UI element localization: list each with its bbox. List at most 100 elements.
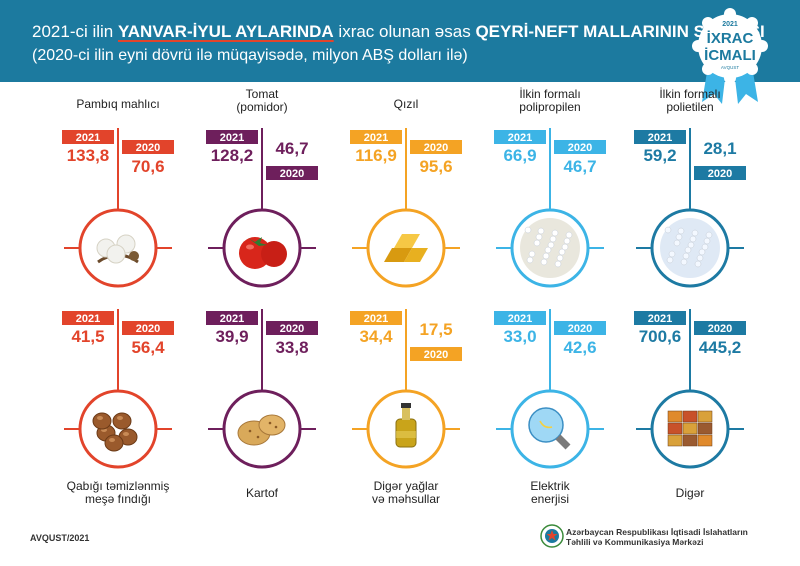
year-label-2021: 2021 xyxy=(508,132,532,144)
year-label-2020: 2020 xyxy=(568,323,592,335)
year-tag-2021 xyxy=(494,311,546,325)
value-2021: 116,9 xyxy=(355,146,397,165)
item-label: İlkin formalı xyxy=(519,87,580,101)
year-tag-2021 xyxy=(206,130,258,144)
chart-title: 2021-ci ilin YANVAR-İYUL AYLARINDA ixrac… xyxy=(32,22,765,41)
badge-month: AVQUST xyxy=(721,65,739,70)
icon-ring xyxy=(78,389,158,469)
item-3: 2021 66,9 2020 46,7 İlkin formalıpolipropile… xyxy=(494,87,606,288)
potato-icon xyxy=(237,414,286,446)
value-2020: 33,8 xyxy=(275,338,308,357)
value-2020: 70,6 xyxy=(131,157,164,176)
light-bulb-icon xyxy=(528,407,571,450)
item-0: 2021 133,8 2020 70,6 Pambıq mahlıcı xyxy=(62,97,174,288)
year-label-2020: 2020 xyxy=(280,323,304,335)
value-2021: 700,6 xyxy=(639,327,682,346)
badge-line1: İXRAC xyxy=(707,30,754,47)
footer-date-code: AVQUST/2021 xyxy=(30,533,90,543)
badge-year: 2021 xyxy=(722,21,738,28)
item-label: meşə fındığı xyxy=(85,492,151,506)
item-label: Digər xyxy=(676,486,705,500)
value-2020: 42,6 xyxy=(563,338,596,357)
emblem-icon xyxy=(540,524,564,548)
year-tag-2020 xyxy=(694,166,746,180)
year-tag-2021 xyxy=(350,130,402,144)
year-label-2021: 2021 xyxy=(648,313,672,325)
value-2021: 39,9 xyxy=(215,327,248,346)
item-label: Elektrik xyxy=(530,479,570,493)
value-2021: 128,2 xyxy=(211,146,254,165)
item-label: Tomat xyxy=(246,87,279,101)
polyethylene-icon xyxy=(660,218,720,278)
year-label-2020: 2020 xyxy=(708,323,732,335)
year-label-2020: 2020 xyxy=(568,142,592,154)
year-tag-2020 xyxy=(410,347,462,361)
year-tag-2021 xyxy=(634,311,686,325)
year-tag-2021 xyxy=(62,311,114,325)
badge-seal-icon: 2021 İXRAC İCMALI AVQUST xyxy=(692,8,768,104)
value-2021: 66,9 xyxy=(503,146,536,165)
year-tag-2020 xyxy=(122,321,174,335)
value-2020: 17,5 xyxy=(419,320,452,339)
value-2021: 33,0 xyxy=(503,327,536,346)
polypropylene-icon xyxy=(520,218,580,278)
item-label: (pomidor) xyxy=(236,100,287,114)
value-2021: 41,5 xyxy=(71,327,104,346)
item-label: Digər yağlar xyxy=(374,479,439,493)
year-label-2021: 2021 xyxy=(648,132,672,144)
value-2020: 95,6 xyxy=(419,157,452,176)
hazelnut-icon xyxy=(92,412,138,452)
year-label-2020: 2020 xyxy=(708,168,732,180)
value-2021: 133,8 xyxy=(67,146,110,165)
value-2020: 56,4 xyxy=(131,338,165,357)
year-tag-2020 xyxy=(122,140,174,154)
value-2021: 59,2 xyxy=(643,146,676,165)
year-tag-2020 xyxy=(694,321,746,335)
year-label-2021: 2021 xyxy=(364,132,388,144)
cotton-icon xyxy=(96,234,139,264)
gold-icon xyxy=(384,234,428,262)
year-tag-2021 xyxy=(350,311,402,325)
value-2020: 46,7 xyxy=(275,139,308,158)
year-label-2021: 2021 xyxy=(220,313,244,325)
item-label: enerjisi xyxy=(531,492,569,506)
year-label-2020: 2020 xyxy=(424,349,448,361)
containers-icon xyxy=(667,410,713,447)
year-tag-2020 xyxy=(554,140,606,154)
item-label: Qabığı təmizlənmiş xyxy=(67,479,170,493)
year-label-2021: 2021 xyxy=(508,313,532,325)
year-label-2020: 2020 xyxy=(136,323,160,335)
year-tag-2020 xyxy=(266,166,318,180)
year-tag-2020 xyxy=(266,321,318,335)
year-label-2021: 2021 xyxy=(76,313,100,325)
year-label-2021: 2021 xyxy=(220,132,244,144)
year-tag-2020 xyxy=(554,321,606,335)
item-label: polietilen xyxy=(666,100,713,114)
tomato-icon xyxy=(239,237,287,269)
year-tag-2021 xyxy=(494,130,546,144)
header-banner: 2021-ci ilin YANVAR-İYUL AYLARINDA ixrac… xyxy=(0,0,800,82)
item-1: 2021 128,2 2020 46,7 Tomat(pomidor) xyxy=(206,87,318,288)
value-2020: 445,2 xyxy=(699,338,742,357)
item-6: 2021 39,9 2020 33,8 Kartof xyxy=(206,309,318,500)
oil-bottle-icon xyxy=(395,403,417,448)
value-2020: 28,1 xyxy=(703,139,736,158)
badge-line2: İCMALI xyxy=(704,47,756,64)
organization-name: Azərbaycan Respublikası İqtisadi İslahat… xyxy=(566,527,748,547)
year-label-2020: 2020 xyxy=(280,168,304,180)
chart-subtitle: (2020-ci ilin eyni dövrü ilə müqayisədə,… xyxy=(32,47,468,64)
year-label-2020: 2020 xyxy=(136,142,160,154)
year-label-2020: 2020 xyxy=(424,142,448,154)
value-2020: 46,7 xyxy=(563,157,596,176)
item-9: 2021 700,6 2020 445,2 Digər xyxy=(634,309,746,500)
item-label: İlkin formalı xyxy=(659,87,720,101)
year-label-2021: 2021 xyxy=(76,132,100,144)
item-label: Pambıq mahlıcı xyxy=(76,97,159,111)
year-tag-2021 xyxy=(206,311,258,325)
item-label: Kartof xyxy=(246,486,279,500)
